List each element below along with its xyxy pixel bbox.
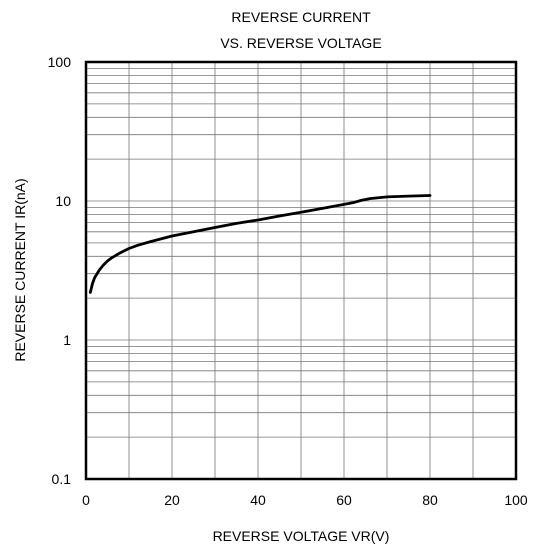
x-tick-label: 0 [82,492,90,508]
chart-title-line-2: VS. REVERSE VOLTAGE [220,35,381,51]
chart-title-line-1: REVERSE CURRENT [231,9,371,25]
y-tick-label: 10 [55,193,71,209]
y-tick-label: 1 [63,332,71,348]
plot-frame [84,60,518,481]
tick-labels: 0 20 40 60 80 100 0.1 1 10 100 [48,54,528,508]
x-tick-label: 40 [250,492,266,508]
series-layer [88,194,432,294]
x-tick-label: 20 [164,492,180,508]
y-axis-label: REVERSE CURRENT IR(nA) [12,178,28,361]
series-line [88,194,432,294]
x-tick-label: 100 [504,492,528,508]
x-tick-label: 60 [336,492,352,508]
y-tick-label: 100 [48,54,72,70]
x-tick-label: 80 [422,492,438,508]
grid [86,62,516,479]
y-tick-label: 0.1 [52,471,72,487]
x-axis-label: REVERSE VOLTAGE VR(V) [213,528,390,544]
